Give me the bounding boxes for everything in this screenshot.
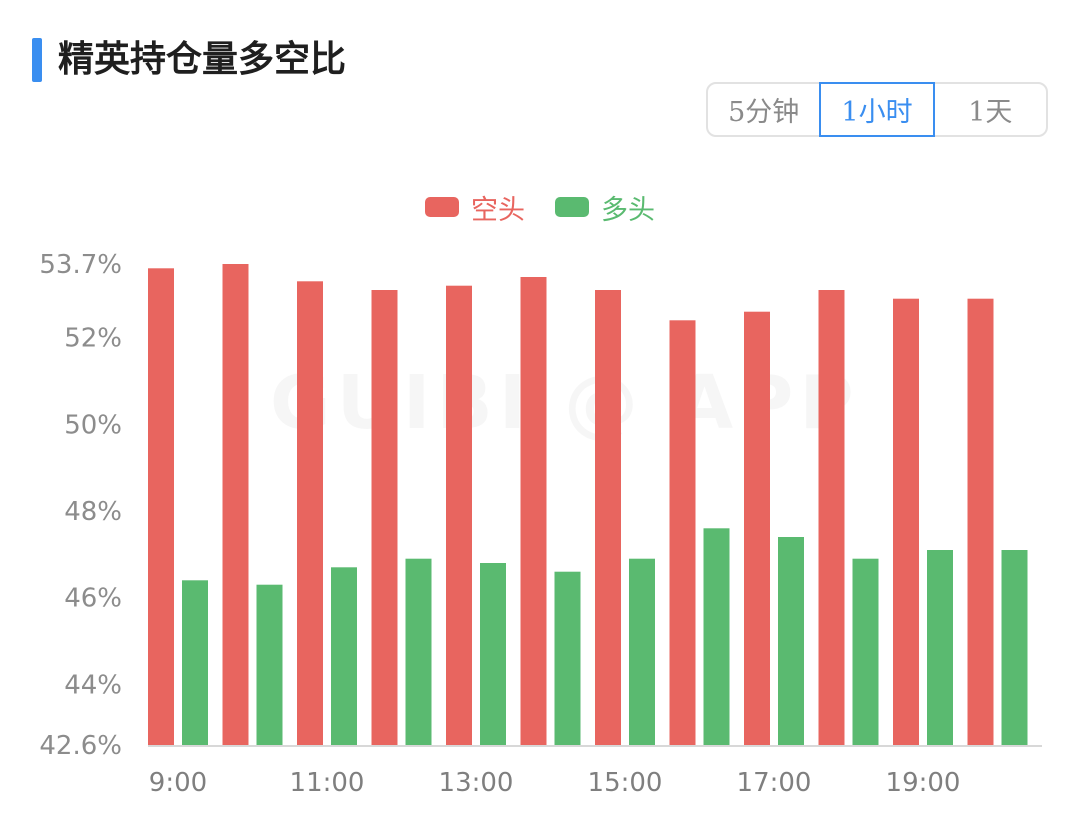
title-accent-bar: [32, 38, 42, 82]
y-tick-label: 50%: [64, 410, 122, 440]
bar-short-10[interactable]: [893, 298, 919, 745]
bar-long-11[interactable]: [1001, 550, 1028, 745]
bar-long-1[interactable]: [256, 584, 283, 745]
x-tick-label: 17:00: [737, 768, 812, 798]
y-axis-ticks: 53.7% 52% 50% 48% 46% 44% 42.6%: [39, 250, 122, 761]
timeframe-selector: 5分钟 1小时 1天: [706, 82, 1048, 137]
y-tick-label: 52%: [64, 324, 122, 354]
x-tick-label: 13:00: [439, 768, 514, 798]
bar-long-5[interactable]: [554, 571, 581, 745]
bar-short-4[interactable]: [446, 285, 472, 745]
bar-long-10[interactable]: [927, 550, 953, 745]
bar-long-2[interactable]: [331, 567, 357, 745]
legend-swatch-long: [555, 197, 589, 217]
bar-short-0[interactable]: [148, 268, 174, 745]
bar-short-2[interactable]: [297, 281, 323, 745]
bar-short-3[interactable]: [371, 290, 398, 745]
bar-short-1[interactable]: [222, 264, 249, 745]
x-tick-label: 19:00: [886, 768, 961, 798]
bar-long-6[interactable]: [629, 558, 655, 745]
x-tick-label: 9:00: [149, 768, 207, 798]
bar-short-11[interactable]: [967, 298, 994, 745]
bar-short-6[interactable]: [595, 290, 621, 745]
bar-short-5[interactable]: [520, 277, 547, 745]
bar-long-3[interactable]: [405, 558, 432, 745]
y-tick-label: 53.7%: [39, 250, 122, 280]
timeframe-1day-button[interactable]: 1天: [968, 97, 1013, 128]
bar-short-7[interactable]: [669, 320, 696, 745]
y-tick-label: 48%: [64, 497, 122, 527]
bar-long-4[interactable]: [480, 563, 506, 745]
x-tick-label: 15:00: [588, 768, 663, 798]
timeframe-1hour-button[interactable]: 1小时: [819, 82, 935, 137]
bar-short-8[interactable]: [744, 311, 770, 745]
bar-long-0[interactable]: [182, 580, 208, 745]
y-tick-label: 42.6%: [39, 731, 122, 761]
y-tick-label: 46%: [64, 584, 122, 614]
legend-label-long: 多头: [601, 194, 655, 226]
bar-long-8[interactable]: [778, 537, 804, 745]
timeframe-5min-button[interactable]: 5分钟: [728, 97, 800, 128]
legend-swatch-short: [425, 197, 459, 217]
bars-group: [148, 264, 1028, 745]
legend-item-short[interactable]: 空头: [425, 188, 525, 227]
y-tick-label: 44%: [64, 670, 122, 700]
bar-long-9[interactable]: [852, 558, 879, 745]
legend-label-short: 空头: [471, 194, 525, 226]
bar-short-9[interactable]: [818, 290, 845, 745]
page-title: 精英持仓量多空比: [58, 39, 347, 80]
legend-item-long[interactable]: 多头: [555, 188, 655, 227]
chart-legend: 空头 多头: [0, 187, 1080, 227]
x-tick-label: 11:00: [290, 768, 365, 798]
x-axis-ticks: 9:00 11:00 13:00 15:00 17:00 19:00: [149, 768, 961, 798]
bar-long-7[interactable]: [703, 528, 730, 745]
